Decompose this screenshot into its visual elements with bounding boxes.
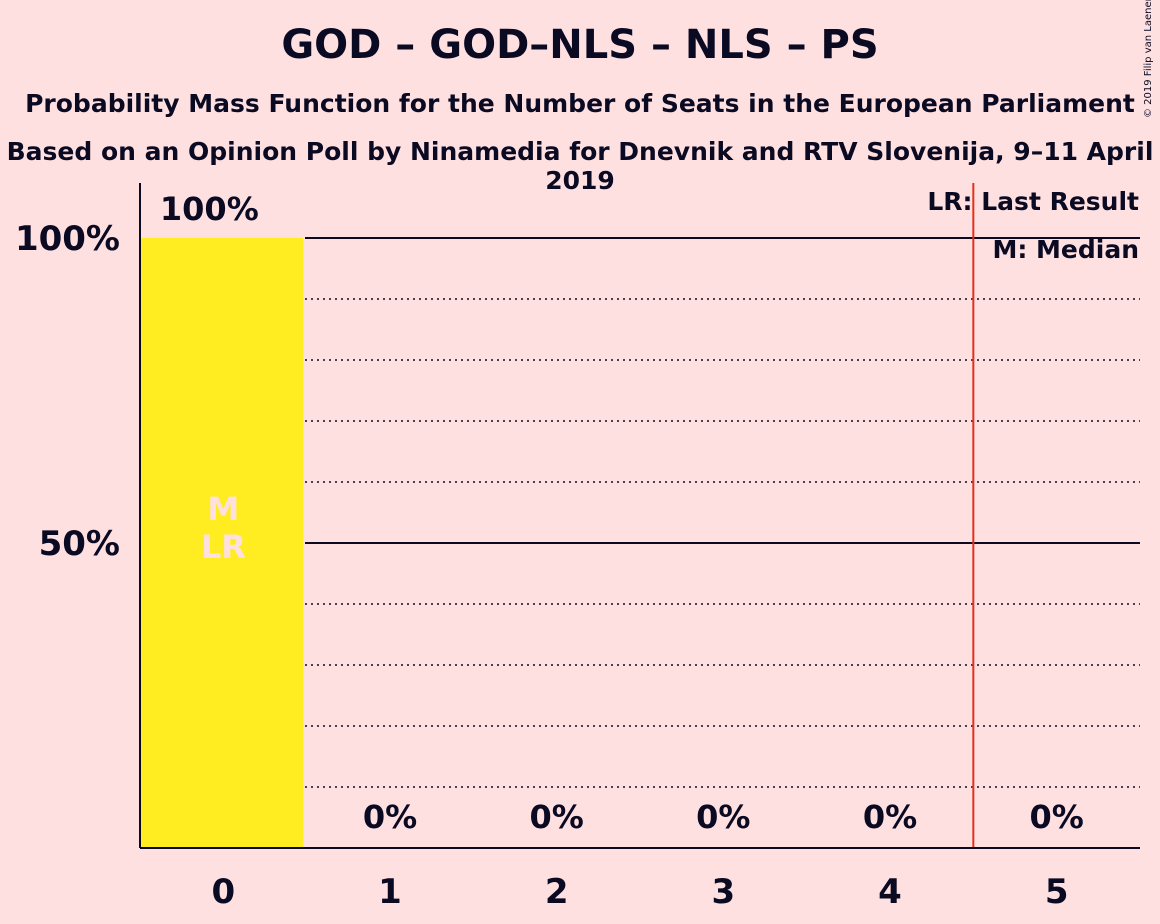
x-tick-label: 2 bbox=[545, 872, 569, 912]
last-result-marker: LR bbox=[201, 528, 246, 566]
data-label: 0% bbox=[530, 798, 584, 836]
x-tick-label: 3 bbox=[711, 872, 735, 912]
data-label: 0% bbox=[863, 798, 917, 836]
y-tick-label: 50% bbox=[39, 524, 120, 564]
data-label: 100% bbox=[160, 190, 259, 228]
x-tick-label: 5 bbox=[1045, 872, 1069, 912]
data-label: 0% bbox=[696, 798, 750, 836]
chart-title: GOD – GOD–NLS – NLS – PS bbox=[281, 22, 879, 68]
y-tick-label: 100% bbox=[15, 219, 120, 259]
x-tick-label: 1 bbox=[378, 872, 402, 912]
chart-subtitle: Probability Mass Function for the Number… bbox=[25, 89, 1135, 118]
data-label: 0% bbox=[1030, 798, 1084, 836]
x-tick-label: 4 bbox=[878, 872, 902, 912]
bar bbox=[141, 238, 304, 848]
legend-last-result: LR: Last Result bbox=[927, 187, 1139, 216]
chart-source-line: Based on an Opinion Poll by Ninamedia fo… bbox=[6, 137, 1154, 195]
x-tick-label: 0 bbox=[211, 872, 235, 912]
data-label: 0% bbox=[363, 798, 417, 836]
median-marker: M bbox=[207, 490, 239, 528]
legend-median: M: Median bbox=[992, 235, 1139, 264]
